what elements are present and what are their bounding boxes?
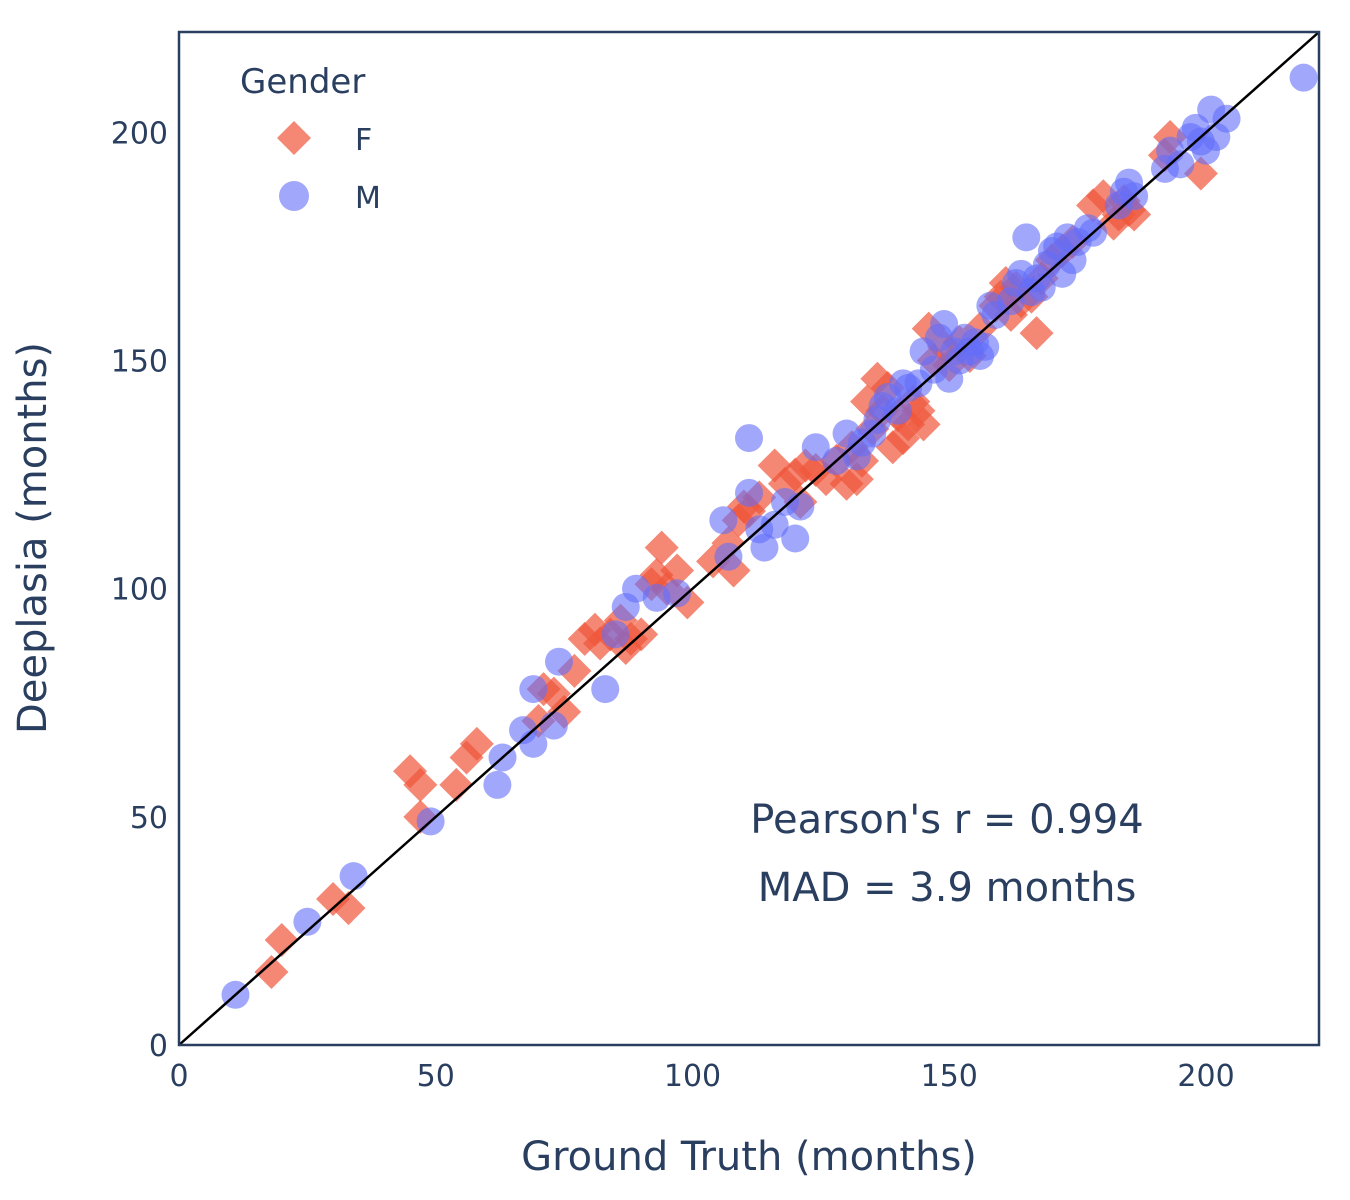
legend-marker-diamond-icon [277, 121, 311, 155]
point-m-4 [483, 770, 512, 799]
point-f-25 [644, 530, 679, 565]
point-m-83 [1212, 104, 1241, 133]
point-m-57 [1012, 223, 1041, 252]
legend-label-m: M [355, 181, 381, 216]
point-m-1 [293, 907, 322, 936]
point-m-2 [339, 862, 368, 891]
point-m-51 [971, 332, 1000, 361]
legend: Gender F M [240, 62, 381, 216]
point-m-11 [591, 675, 620, 704]
y-axis-ticks: 0 50 100 150 200 [111, 116, 168, 1064]
point-m-10 [545, 647, 573, 676]
point-f-7 [439, 767, 474, 802]
point-m-16 [663, 579, 692, 608]
x-tick-label-0: 0 [169, 1059, 188, 1094]
point-m-7 [519, 675, 548, 704]
x-tick-label-150: 150 [921, 1059, 978, 1094]
point-m-84 [1289, 63, 1318, 92]
point-f-3 [331, 891, 366, 926]
x-tick-label-50: 50 [417, 1059, 455, 1094]
point-f-0 [254, 954, 289, 989]
point-f-27 [660, 553, 695, 588]
point-m-43 [930, 310, 959, 339]
point-m-36 [883, 396, 912, 425]
point-f-9 [459, 726, 494, 761]
point-f-5 [403, 767, 438, 802]
point-m-76 [1166, 150, 1195, 179]
legend-marker-circle-icon [279, 181, 309, 211]
x-axis-ticks: 0 50 100 150 200 [169, 1059, 1234, 1094]
legend-label-f: F [355, 123, 372, 158]
y-tick-label-100: 100 [111, 573, 168, 608]
point-m-27 [801, 433, 830, 462]
x-tick-label-100: 100 [664, 1059, 721, 1094]
identity-reference-line [178, 31, 1320, 1046]
point-m-60 [1027, 273, 1056, 302]
y-tick-label-50: 50 [130, 801, 168, 836]
point-f-1 [264, 923, 299, 958]
legend-title: Gender [240, 62, 365, 102]
point-f-59 [906, 407, 941, 442]
point-m-22 [750, 533, 779, 562]
point-f-74 [1019, 316, 1054, 351]
point-m-25 [781, 524, 810, 553]
y-tick-label-150: 150 [111, 345, 168, 380]
plot-frame [177, 30, 1321, 1047]
x-axis-title: Ground Truth (months) [521, 1134, 977, 1180]
point-m-9 [539, 711, 568, 740]
y-axis-title: Deeplasia (months) [10, 342, 56, 734]
point-m-12 [601, 620, 630, 649]
y-tick-label-200: 200 [111, 116, 168, 151]
point-m-23 [760, 510, 789, 539]
point-m-26 [786, 492, 815, 521]
point-m-19 [735, 478, 763, 507]
point-m-17 [709, 506, 738, 535]
x-tick-label-200: 200 [1177, 1059, 1234, 1094]
point-m-20 [735, 424, 763, 453]
pearson-annotation: Pearson's r = 0.994 [750, 797, 1143, 843]
data-layer [221, 63, 1318, 1009]
mad-annotation: MAD = 3.9 months [758, 865, 1137, 911]
y-tick-label-0: 0 [149, 1029, 168, 1064]
